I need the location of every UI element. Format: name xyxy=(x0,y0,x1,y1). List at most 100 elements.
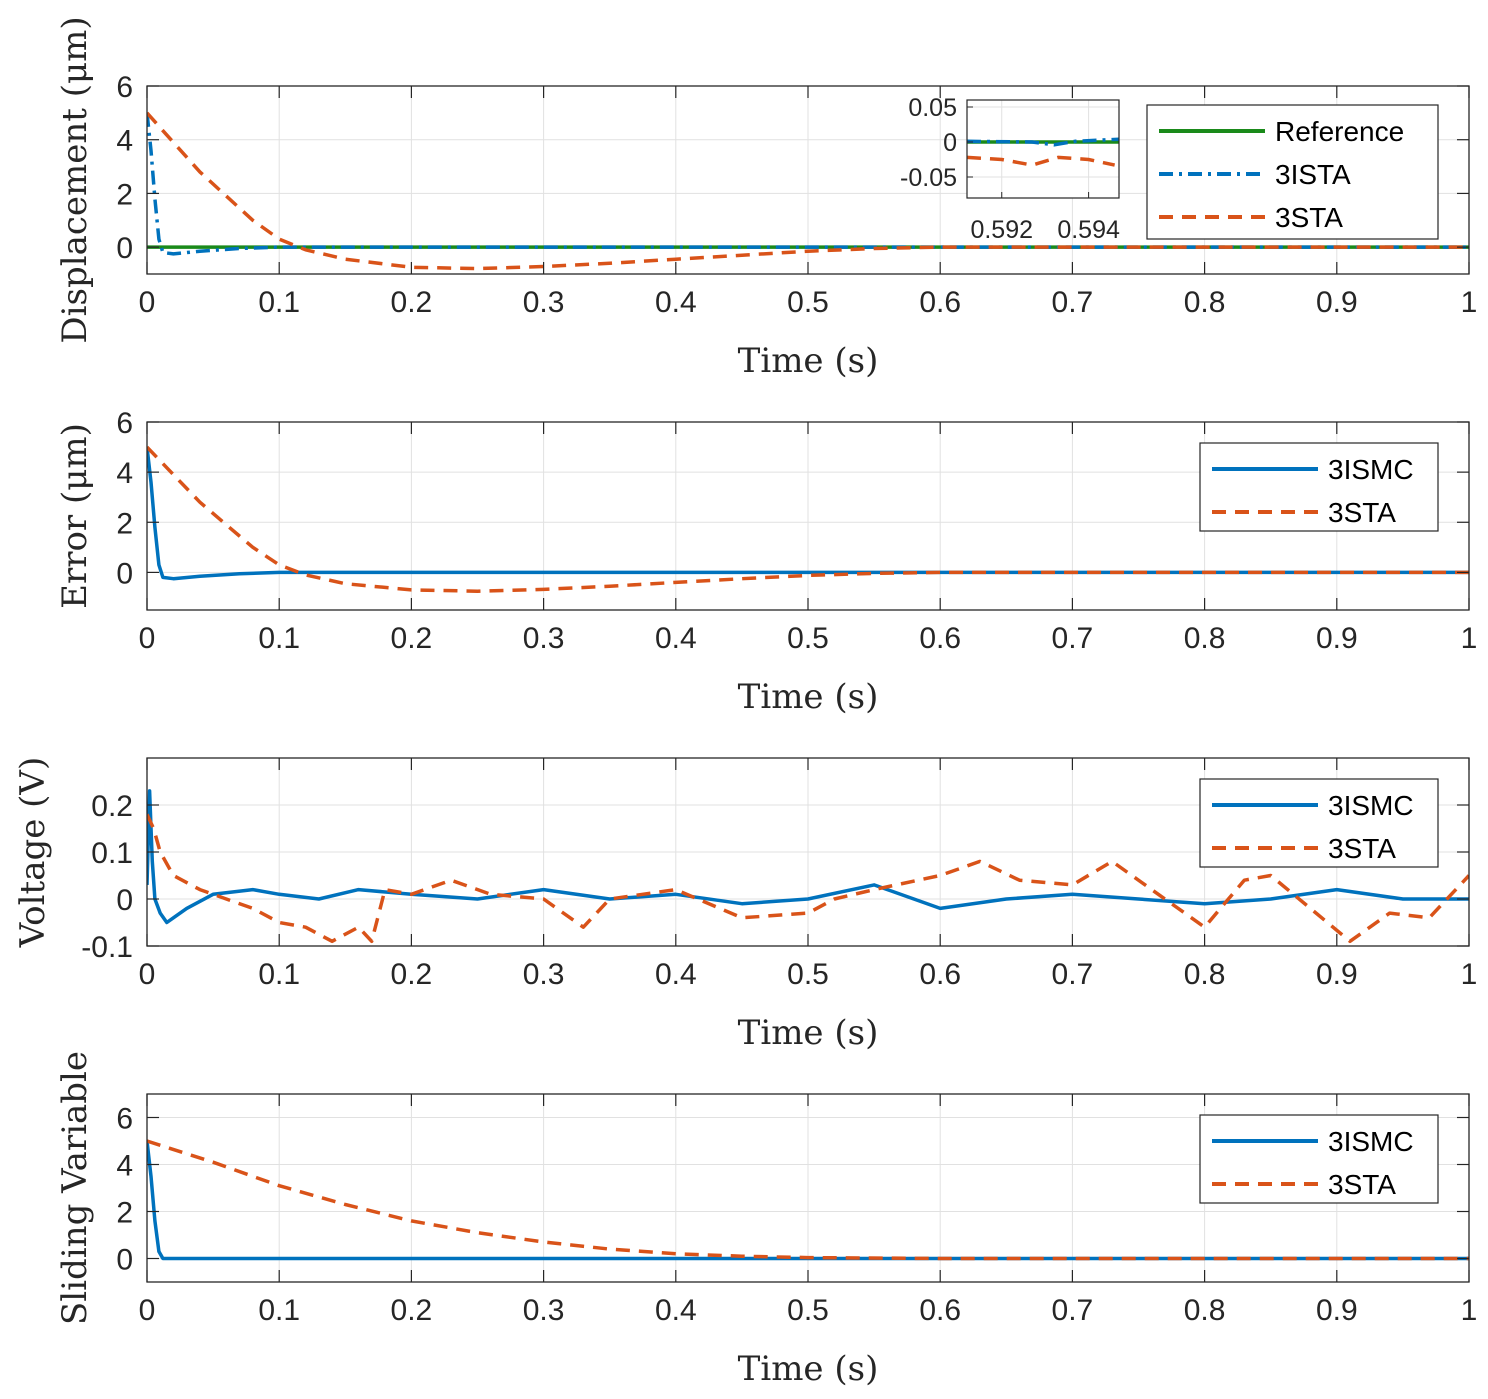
x-tick-label: 0.8 xyxy=(1184,958,1226,991)
inset-x-tick-label: 0.594 xyxy=(1057,216,1120,244)
subplot-4: 0 0.1 0.2 0.3 0.4 0.5 0.6 0.7 0.8 0.9 1 0 2 4 6 Time (s… xyxy=(55,1051,1477,1389)
legend: Reference 3ISTA 3STA xyxy=(1146,104,1439,240)
inset-axes: 0.592 0.594 -0.05 0 0.05 xyxy=(900,94,1120,244)
y-tick-label: 0.2 xyxy=(91,790,133,823)
x-tick-label: 0.2 xyxy=(391,1294,433,1327)
inset-line-3STA xyxy=(967,155,1116,167)
legend-label-3ISTA: 3ISTA xyxy=(1275,159,1351,190)
y-tick-label: 6 xyxy=(116,1103,133,1136)
x-tick-label: 0.1 xyxy=(258,622,300,655)
y-axis-label: Sliding Variable xyxy=(55,1051,95,1325)
y-tick-label: 6 xyxy=(116,71,133,104)
x-tick-label: 0.8 xyxy=(1184,1294,1226,1327)
subplot-3: 0 0.1 0.2 0.3 0.4 0.5 0.6 0.7 0.8 0.9 1-0.100.10.2… xyxy=(13,757,1477,1053)
y-tick-label: 6 xyxy=(116,407,133,440)
legend-box xyxy=(1199,442,1439,532)
inset-x-tick-label: 0.592 xyxy=(970,216,1033,244)
x-tick-label: 0.9 xyxy=(1316,286,1358,319)
y-tick-label: 0 xyxy=(116,884,133,917)
x-tick-label: 0.3 xyxy=(523,958,565,991)
legend-label-3STA: 3STA xyxy=(1275,202,1343,233)
legend-label-3ISMC: 3ISMC xyxy=(1328,454,1414,485)
legend-label-3ISMC: 3ISMC xyxy=(1328,1126,1414,1157)
x-tick-label: 0.3 xyxy=(523,622,565,655)
inset-y-tick-label: 0 xyxy=(943,129,957,157)
x-tick-label: 0.2 xyxy=(391,622,433,655)
x-tick-label: 0 xyxy=(139,1294,156,1327)
legend-label-Reference: Reference xyxy=(1275,116,1404,147)
series-line-3ISTA xyxy=(147,112,1469,256)
x-tick-label: 0.7 xyxy=(1052,286,1094,319)
y-axis-label: Voltage (V) xyxy=(13,757,53,949)
x-tick-label: 0.8 xyxy=(1184,286,1226,319)
x-axis-label: Time (s) xyxy=(738,341,879,381)
inset-y-tick-label: -0.05 xyxy=(900,164,957,192)
x-tick-label: 0.9 xyxy=(1316,1294,1358,1327)
x-tick-label: 0.9 xyxy=(1316,622,1358,655)
x-tick-label: 0.1 xyxy=(258,286,300,319)
legend-label-3STA: 3STA xyxy=(1328,833,1396,864)
inset-line-3ISTA xyxy=(967,137,1119,147)
x-tick-label: 0.9 xyxy=(1316,958,1358,991)
x-axis-label: Time (s) xyxy=(738,1013,879,1053)
inset-series xyxy=(967,137,1119,167)
legend-label-3STA: 3STA xyxy=(1328,497,1396,528)
series-group xyxy=(147,445,1469,593)
y-axis-label: Error (μm) xyxy=(55,423,95,609)
x-tick-label: 0.6 xyxy=(919,286,961,319)
x-tick-label: 0.5 xyxy=(787,958,829,991)
y-tick-label: -0.1 xyxy=(81,931,133,964)
series-line-3STA xyxy=(147,111,1469,271)
x-tick-label: 0.5 xyxy=(787,622,829,655)
y-tick-label: 4 xyxy=(116,457,133,490)
y-axis-label: Displacement (μm) xyxy=(55,16,95,343)
series-line-3ISMC xyxy=(147,1140,1469,1261)
series-line-3ISMC xyxy=(147,446,1469,581)
x-tick-label: 0.6 xyxy=(919,1294,961,1327)
series-line-3STA xyxy=(147,1139,1469,1261)
x-tick-label: 1 xyxy=(1461,622,1478,655)
x-tick-label: 0 xyxy=(139,958,156,991)
series-line-3STA xyxy=(147,445,1469,593)
x-tick-label: 0.4 xyxy=(655,286,697,319)
inset-plot-area xyxy=(967,100,1119,198)
legend: 3ISMC 3STA xyxy=(1199,778,1439,868)
x-tick-label: 0.7 xyxy=(1052,622,1094,655)
x-axis-label: Time (s) xyxy=(738,677,879,717)
inset-box xyxy=(966,99,1120,199)
x-tick-label: 0.4 xyxy=(655,622,697,655)
x-tick-label: 1 xyxy=(1461,286,1478,319)
inset-y-tick-label: 0.05 xyxy=(908,94,957,122)
series-group xyxy=(147,111,1469,271)
series-group xyxy=(147,789,1469,944)
x-tick-label: 0.5 xyxy=(787,1294,829,1327)
x-tick-label: 0.4 xyxy=(655,1294,697,1327)
subplot-1: 0 0.1 0.2 0.3 0.4 0.5 0.6 0.7 0.8 0.9 1 0 2 4 6 Time (s… xyxy=(55,16,1477,381)
y-tick-label: 4 xyxy=(116,125,133,158)
x-tick-label: 0.6 xyxy=(919,958,961,991)
x-tick-label: 1 xyxy=(1461,1294,1478,1327)
series-line-3ISMC xyxy=(147,789,1469,925)
x-axis-label: Time (s) xyxy=(738,1349,879,1389)
series-group xyxy=(147,1139,1469,1261)
x-tick-label: 0.3 xyxy=(523,1294,565,1327)
x-tick-label: 0.1 xyxy=(258,958,300,991)
x-tick-label: 0.7 xyxy=(1052,1294,1094,1327)
y-tick-label: 0 xyxy=(116,557,133,590)
x-tick-label: 0.8 xyxy=(1184,622,1226,655)
x-tick-label: 0.5 xyxy=(787,286,829,319)
x-tick-label: 0.6 xyxy=(919,622,961,655)
x-tick-label: 1 xyxy=(1461,958,1478,991)
legend: 3ISMC 3STA xyxy=(1199,1114,1439,1204)
x-tick-label: 0.7 xyxy=(1052,958,1094,991)
y-tick-label: 0.1 xyxy=(91,837,133,870)
subplot-2: 0 0.1 0.2 0.3 0.4 0.5 0.6 0.7 0.8 0.9 1 0 2 4 6 Time (s… xyxy=(55,407,1477,717)
legend-box xyxy=(1199,1114,1439,1204)
x-tick-label: 0.3 xyxy=(523,286,565,319)
legend-box xyxy=(1199,778,1439,868)
legend-label-3ISMC: 3ISMC xyxy=(1328,790,1414,821)
legend-label-3STA: 3STA xyxy=(1328,1169,1396,1200)
y-tick-label: 4 xyxy=(116,1150,133,1183)
x-tick-label: 0.4 xyxy=(655,958,697,991)
